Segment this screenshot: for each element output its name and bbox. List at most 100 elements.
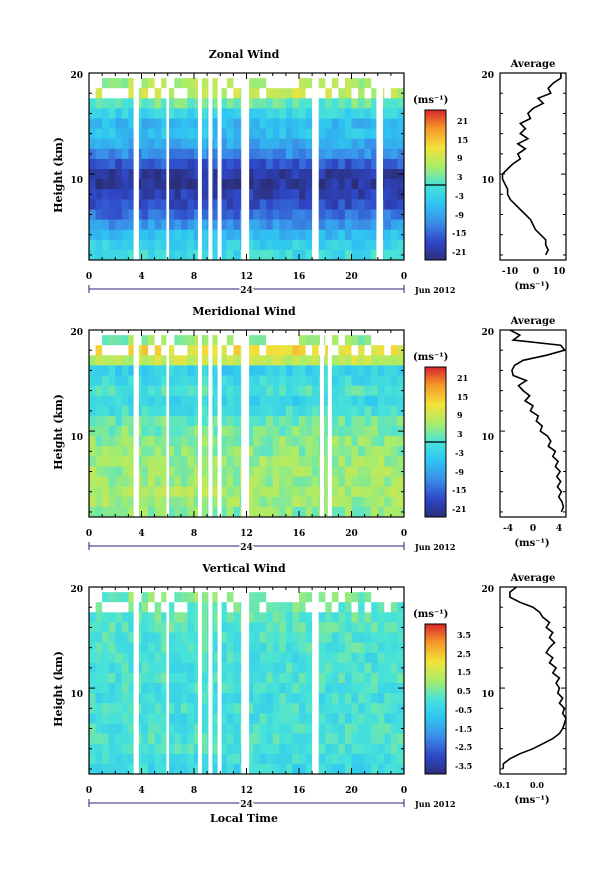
heatmap-cell xyxy=(95,179,103,190)
heatmap-cell xyxy=(174,436,182,447)
heatmap-cell xyxy=(233,652,241,664)
heatmap-cell xyxy=(351,622,359,633)
heatmap-cell xyxy=(246,426,254,437)
heatmap-cell xyxy=(253,385,261,397)
meridional-xtick: 4 xyxy=(138,529,144,539)
heatmap-cell xyxy=(384,158,392,170)
heatmap-cell xyxy=(285,345,293,356)
heatmap-cell xyxy=(279,592,287,603)
heatmap-cell xyxy=(213,355,221,366)
heatmap-cell xyxy=(259,138,267,150)
heatmap-cell xyxy=(384,365,392,376)
heatmap-cell xyxy=(364,179,372,190)
heatmap-cell xyxy=(259,723,267,734)
heatmap-cell xyxy=(233,219,241,231)
heatmap-cell xyxy=(246,179,254,190)
average-profile-line xyxy=(501,73,562,256)
heatmap-cell xyxy=(305,179,313,190)
heatmap-cell xyxy=(338,158,346,170)
heatmap-cell xyxy=(115,98,123,109)
heatmap-cell xyxy=(246,652,254,664)
heatmap-cell xyxy=(102,219,110,231)
heatmap-cell xyxy=(174,496,182,508)
heatmap-cell xyxy=(351,138,359,150)
heatmap-cell xyxy=(338,239,346,251)
heatmap-cell xyxy=(115,713,123,724)
heatmap-cell xyxy=(292,239,300,251)
heatmap-cell xyxy=(200,128,208,140)
heatmap-cell xyxy=(180,713,188,724)
heatmap-cell xyxy=(167,662,175,674)
heatmap-cell xyxy=(266,78,274,89)
heatmap-cell xyxy=(299,743,306,755)
heatmap-cell xyxy=(226,365,234,376)
heatmap-cell xyxy=(154,209,162,220)
heatmap-cell xyxy=(89,592,96,603)
heatmap-cell xyxy=(187,199,195,210)
heatmap-cell xyxy=(259,148,267,160)
heatmap-cell xyxy=(115,88,123,99)
heatmap-cell xyxy=(344,395,352,407)
heatmap-cell xyxy=(115,365,123,376)
heatmap-cell xyxy=(384,436,392,447)
heatmap-cell xyxy=(279,415,287,427)
heatmap-cell xyxy=(167,753,175,765)
heatmap-cell xyxy=(180,385,188,397)
heatmap-cell xyxy=(312,375,320,386)
heatmap-cell xyxy=(95,229,103,241)
heatmap-cell xyxy=(371,496,379,508)
heatmap-cell xyxy=(115,506,123,518)
heatmap-cell xyxy=(220,456,228,467)
meridional-cbar-tick: -9 xyxy=(455,467,464,477)
heatmap-cell xyxy=(325,249,333,261)
heatmap-cell xyxy=(318,642,326,654)
heatmap-cell xyxy=(253,592,261,603)
heatmap-cell xyxy=(174,355,182,366)
heatmap-cell xyxy=(220,385,228,397)
heatmap-cell xyxy=(331,405,339,417)
heatmap-cell xyxy=(148,335,156,346)
heatmap-cell xyxy=(121,229,129,241)
heatmap-cell xyxy=(226,753,234,765)
heatmap-cell xyxy=(121,138,129,150)
heatmap-cell xyxy=(390,753,398,765)
heatmap-cell xyxy=(161,703,169,714)
heatmap-cell xyxy=(331,743,339,755)
heatmap-cell xyxy=(272,405,280,417)
heatmap-cell xyxy=(364,108,372,119)
heatmap-cell xyxy=(305,158,313,170)
heatmap-cell xyxy=(384,753,392,765)
heatmap-cell xyxy=(318,703,326,714)
heatmap-cell xyxy=(279,365,287,376)
heatmap-cell xyxy=(102,98,110,109)
heatmap-cell xyxy=(128,426,136,437)
heatmap-cell xyxy=(194,229,201,241)
heatmap-cell xyxy=(285,158,293,170)
heatmap-cell xyxy=(95,446,103,457)
heatmap-cell xyxy=(174,138,182,150)
heatmap-cell xyxy=(213,88,221,99)
heatmap-cell xyxy=(115,723,123,734)
heatmap-cell xyxy=(187,703,195,714)
heatmap-cell xyxy=(108,78,116,89)
heatmap-cell xyxy=(174,642,182,654)
heatmap-cell xyxy=(108,456,116,467)
heatmap-cell xyxy=(121,486,129,498)
heatmap-cell xyxy=(364,395,372,407)
heatmap-cell xyxy=(285,395,293,407)
heatmap-cell xyxy=(141,108,149,119)
heatmap-cell xyxy=(384,612,392,623)
heatmap-cell xyxy=(358,239,366,251)
heatmap-cell xyxy=(325,209,333,220)
heatmap-cell xyxy=(272,355,280,366)
heatmap-cell xyxy=(358,426,366,437)
heatmap-cell xyxy=(364,763,372,775)
heatmap-cell xyxy=(285,632,293,643)
heatmap-cell xyxy=(272,249,280,261)
heatmap-cell xyxy=(95,703,103,714)
heatmap-cell xyxy=(259,365,267,376)
heatmap-cell xyxy=(292,395,300,407)
heatmap-cell xyxy=(358,506,366,518)
heatmap-cell xyxy=(292,169,300,180)
heatmap-cell xyxy=(377,733,385,745)
